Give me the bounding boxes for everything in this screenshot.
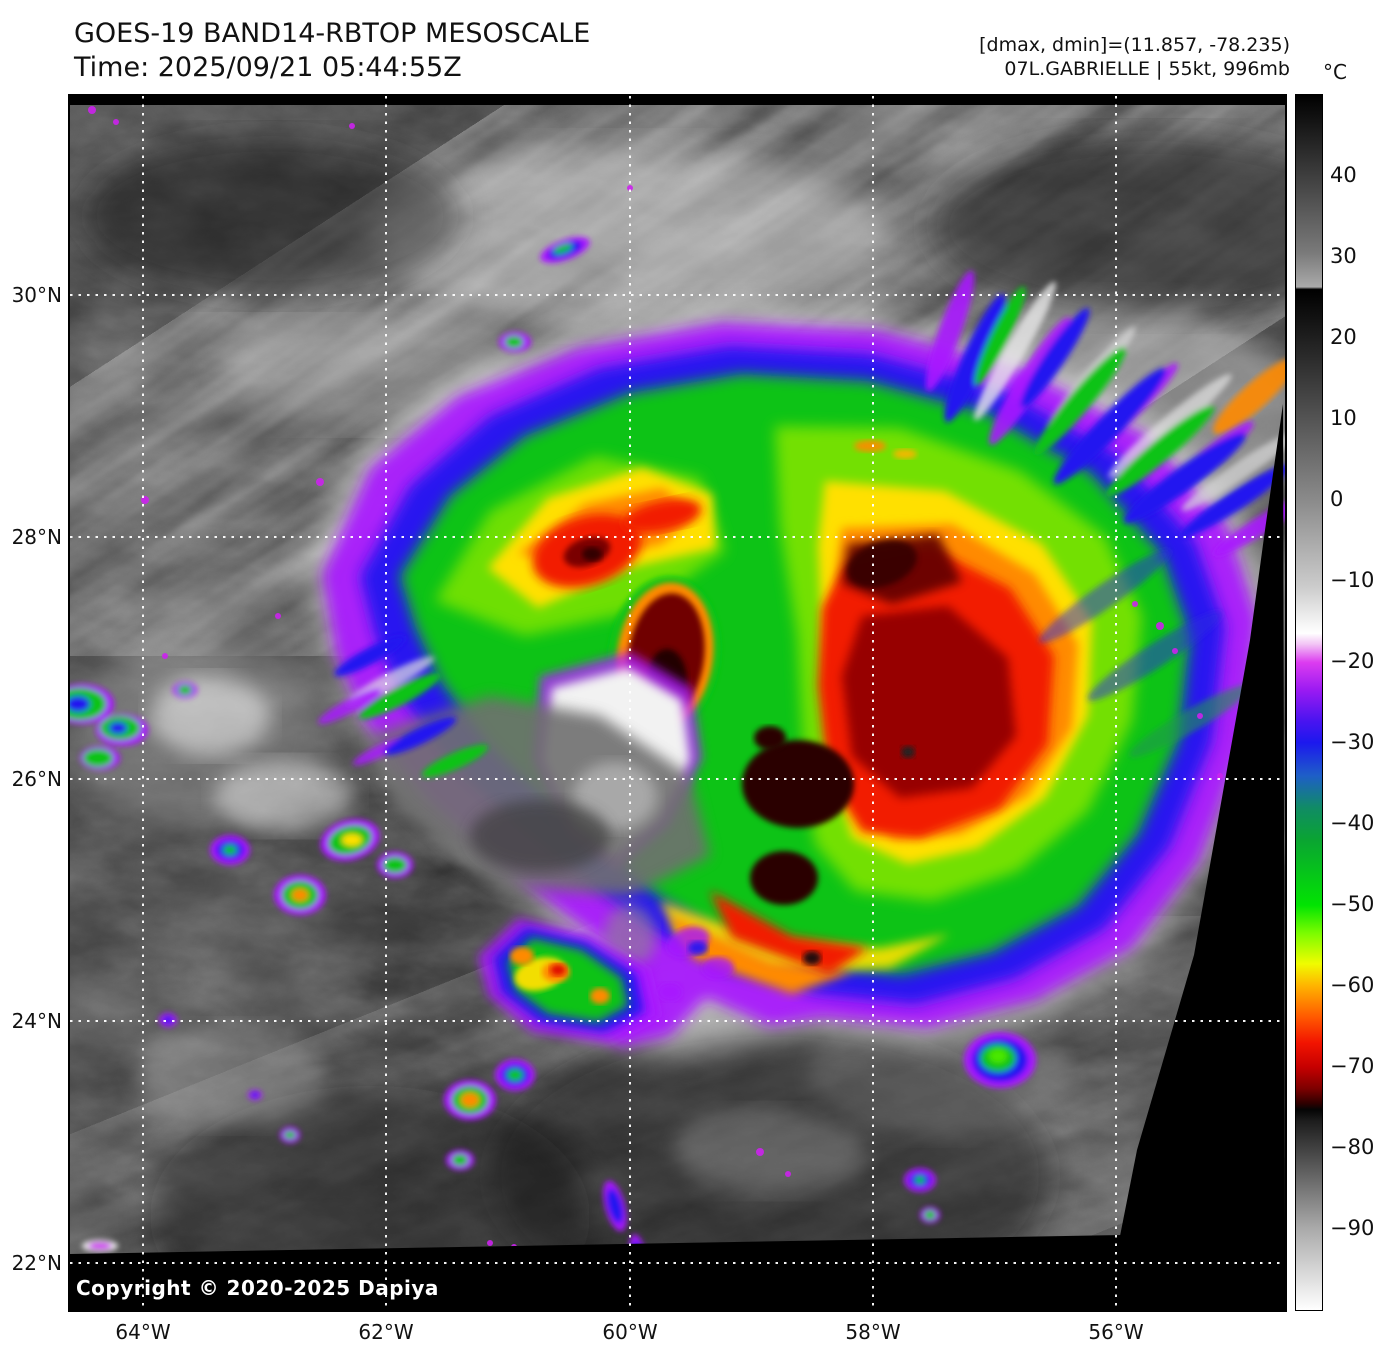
longitude-label: 58°W bbox=[845, 1320, 901, 1344]
colorbar-tick-label: 30 bbox=[1330, 244, 1357, 268]
south-band-cells bbox=[478, 918, 734, 1044]
latitude-label: 28°N bbox=[11, 525, 62, 549]
gridlines bbox=[70, 96, 1285, 1310]
colorbar bbox=[1295, 94, 1323, 1311]
latitude-label: 30°N bbox=[11, 283, 62, 307]
dry-slot bbox=[370, 652, 710, 968]
longitude-label: 56°W bbox=[1088, 1320, 1144, 1344]
latitude-label: 24°N bbox=[11, 1009, 62, 1033]
colorbar-gradient bbox=[1296, 95, 1322, 1310]
longitude-label: 60°W bbox=[602, 1320, 658, 1344]
colorbar-tick-label: 20 bbox=[1330, 325, 1357, 349]
latitude-label: 26°N bbox=[11, 767, 62, 791]
colorbar-tick-label: −90 bbox=[1330, 1216, 1375, 1240]
colorbar-tick-label: −40 bbox=[1330, 811, 1375, 835]
colorbar-unit-label: °C bbox=[1323, 60, 1347, 84]
satellite-scene bbox=[70, 96, 1285, 1310]
longitude-label: 64°W bbox=[115, 1320, 171, 1344]
storm-info-readout: 07L.GABRIELLE | 55kt, 996mb bbox=[1004, 58, 1290, 80]
storm-color-layer bbox=[310, 308, 1285, 1056]
satellite-map: Copyright © 2020-2025 Dapiya bbox=[68, 94, 1287, 1312]
colorbar-tick-label: −30 bbox=[1330, 730, 1375, 754]
colorbar-tick-label: −60 bbox=[1330, 973, 1375, 997]
no-data-mask bbox=[70, 96, 1285, 1310]
colorbar-tick-label: −70 bbox=[1330, 1054, 1375, 1078]
colorbar-tick-label: −80 bbox=[1330, 1135, 1375, 1159]
longitude-label: 62°W bbox=[358, 1320, 414, 1344]
colorbar-tick-label: −10 bbox=[1330, 568, 1375, 592]
scattered-cells bbox=[70, 237, 1036, 1278]
colorbar-tick-label: 0 bbox=[1330, 487, 1344, 511]
west-spikes bbox=[318, 635, 489, 778]
magenta-specks bbox=[88, 106, 1223, 1250]
timestamp: Time: 2025/09/21 05:44:55Z bbox=[74, 52, 462, 83]
copyright-text: Copyright © 2020-2025 Dapiya bbox=[76, 1276, 439, 1300]
colorbar-tick-label: −20 bbox=[1330, 649, 1375, 673]
page-title: GOES-19 BAND14-RBTOP MESOSCALE bbox=[74, 18, 591, 49]
northeast-spikes bbox=[925, 270, 1285, 758]
latitude-label: 22°N bbox=[11, 1251, 62, 1275]
data-range-readout: [dmax, dmin]=(11.857, -78.235) bbox=[979, 34, 1290, 56]
colorbar-tick-label: 40 bbox=[1330, 163, 1357, 187]
colorbar-tick-label: 10 bbox=[1330, 406, 1357, 430]
colorbar-tick-label: −50 bbox=[1330, 892, 1375, 916]
